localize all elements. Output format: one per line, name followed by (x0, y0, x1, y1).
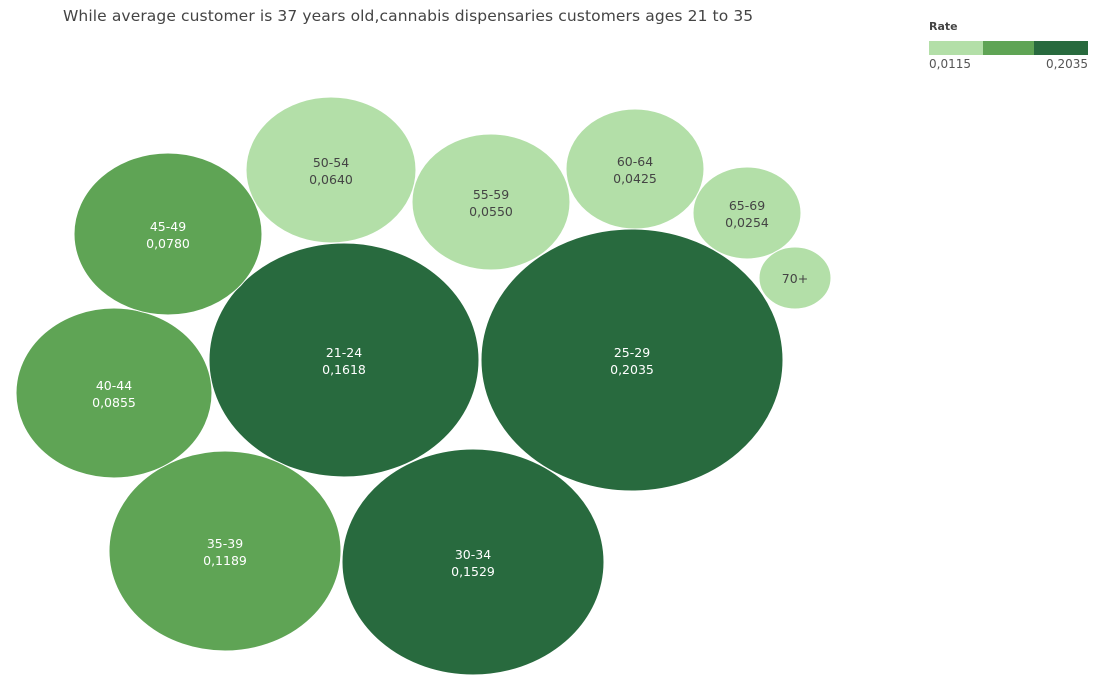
bubble-60-64[interactable]: 60-64 0,0425 (565, 108, 705, 230)
bubble-mark[interactable] (108, 450, 342, 652)
bubble-value-label: 0,0550 (469, 204, 513, 219)
bubble-value-label: 0,0780 (146, 236, 190, 251)
bubble-mark[interactable] (208, 242, 480, 478)
bubble-category-label: 21-24 (326, 345, 362, 360)
bubble-30-34[interactable]: 30-34 0,1529 (341, 448, 605, 676)
bubble-category-label: 55-59 (473, 187, 509, 202)
bubble-21-24[interactable]: 21-24 0,1618 (208, 242, 480, 478)
legend-max-label: 0,2035 (1046, 57, 1088, 71)
bubble-category-label: 35-39 (207, 536, 243, 551)
bubble-45-49[interactable]: 45-49 0,0780 (73, 152, 263, 316)
legend-swatch-low (929, 41, 983, 55)
bubble-category-label: 45-49 (150, 219, 186, 234)
bubble-category-label: 25-29 (614, 345, 650, 360)
legend-color-bar (929, 41, 1088, 55)
legend-swatch-high (1034, 41, 1088, 55)
bubble-mark[interactable] (73, 152, 263, 316)
bubble-category-label: 70+ (782, 271, 808, 286)
bubble-40-44[interactable]: 40-44 0,0855 (15, 307, 213, 479)
bubble-category-label: 60-64 (617, 154, 653, 169)
bubble-category-label: 65-69 (729, 198, 765, 213)
bubble-70plus[interactable]: 70+ (758, 246, 832, 310)
bubble-mark[interactable] (411, 133, 571, 271)
bubble-value-label: 0,0640 (309, 172, 353, 187)
bubble-65-69[interactable]: 65-69 0,0254 (692, 166, 802, 260)
bubble-value-label: 0,1189 (203, 553, 247, 568)
color-legend: Rate 0,0115 0,2035 (929, 20, 1089, 72)
chart-title: While average customer is 37 years old,c… (63, 7, 754, 25)
legend-swatch-mid (983, 41, 1034, 55)
legend-min-label: 0,0115 (929, 57, 971, 71)
bubble-55-59[interactable]: 55-59 0,0550 (411, 133, 571, 271)
bubble-mark[interactable] (480, 228, 784, 492)
bubble-value-label: 0,0254 (725, 215, 769, 230)
bubble-mark[interactable] (245, 96, 417, 244)
bubble-category-label: 30-34 (455, 547, 491, 562)
bubble-category-label: 50-54 (313, 155, 349, 170)
bubble-value-label: 0,2035 (610, 362, 654, 377)
bubble-value-label: 0,1529 (451, 564, 495, 579)
bubble-value-label: 0,0425 (613, 171, 657, 186)
bubble-category-label: 40-44 (96, 378, 132, 393)
bubble-value-label: 0,1618 (322, 362, 366, 377)
bubble-mark[interactable] (692, 166, 802, 260)
bubble-mark[interactable] (15, 307, 213, 479)
bubble-35-39[interactable]: 35-39 0,1189 (108, 450, 342, 652)
bubble-mark[interactable] (758, 246, 832, 310)
bubble-mark[interactable] (341, 448, 605, 676)
bubble-25-29[interactable]: 25-29 0,2035 (480, 228, 784, 492)
bubble-mark[interactable] (565, 108, 705, 230)
bubble-50-54[interactable]: 50-54 0,0640 (245, 96, 417, 244)
legend-title: Rate (929, 20, 958, 33)
bubble-value-label: 0,0855 (92, 395, 136, 410)
